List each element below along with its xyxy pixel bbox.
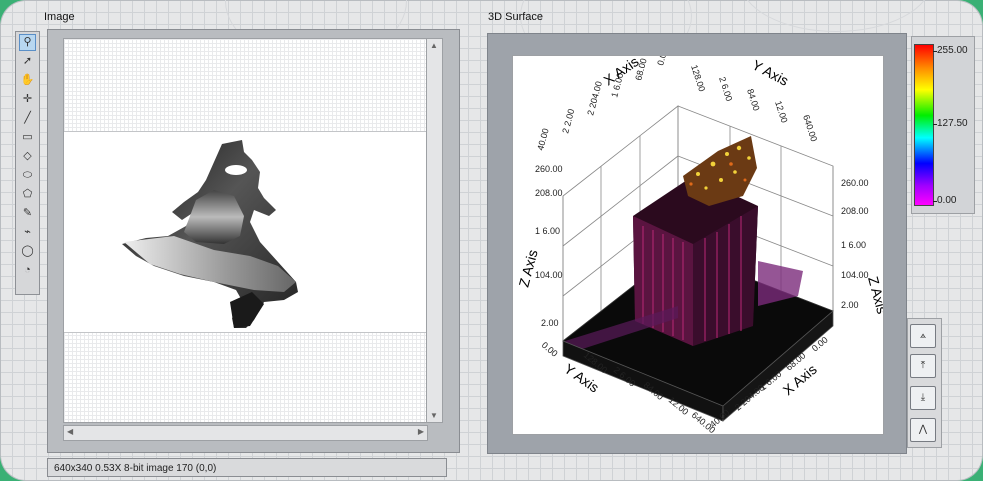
- z-axis-tick-label: 260.00: [535, 164, 563, 174]
- image-status-bar: 640x340 0.53X 8-bit image 170 (0,0): [47, 458, 447, 477]
- surface-data: [565, 136, 803, 354]
- tools-palette: ⚲ ➚ ✋ ✛ ╱ ▭ ◇ ⬭ ⬠ ✎ ⌁ ◯ ◔: [15, 31, 40, 295]
- z-axis-tick-label: 208.00: [535, 188, 563, 198]
- scroll-down-arrow-icon[interactable]: ▼: [430, 411, 438, 420]
- z-axis-tick-label: 2.00: [541, 318, 559, 328]
- x-axis-tick-label: 2 204.00: [585, 80, 604, 116]
- y-axis-tick-label: 128.00: [689, 64, 707, 93]
- z-axis-tick-label: 208.00: [841, 206, 869, 216]
- surface-plot-area[interactable]: X Axis Y Axis Z Axis Z Axis Y Axis X Axi…: [512, 55, 884, 435]
- line-icon[interactable]: ╱: [24, 112, 31, 124]
- surface-plot-svg: X Axis Y Axis Z Axis Z Axis Y Axis X Axi…: [515, 56, 883, 434]
- pointer-icon[interactable]: ➚: [22, 55, 33, 67]
- x-axis-tick-label: 2 2.00: [560, 108, 576, 135]
- z-axis-title-left: Z Axis: [515, 248, 540, 289]
- point-icon[interactable]: ✛: [22, 93, 33, 105]
- scroll-up-arrow-icon[interactable]: ▲: [430, 41, 438, 50]
- y-axis-tick-label: 0.00: [540, 340, 560, 359]
- y-axis-title-top: Y Axis: [750, 57, 792, 89]
- image-display-label: Image: [44, 11, 75, 23]
- image-display-canvas[interactable]: [63, 38, 428, 423]
- y-axis-tick-label: 2 6.00: [717, 76, 734, 103]
- color-ramp-mid: 127.50: [933, 118, 968, 129]
- image-content: [64, 131, 427, 333]
- broken-line-icon[interactable]: ⌁: [24, 226, 31, 238]
- view-xy-plane-icon[interactable]: ⤒: [910, 354, 936, 378]
- color-ramp-bar: [914, 44, 934, 206]
- rectangle-icon[interactable]: ▭: [22, 131, 33, 143]
- pan-hand-icon[interactable]: ✋: [20, 74, 35, 86]
- z-axis-tick-label: 104.00: [535, 270, 563, 280]
- vertical-scrollbar[interactable]: ▲ ▼: [426, 38, 443, 423]
- spoke-icon[interactable]: ◔: [24, 264, 31, 276]
- rotated-rectangle-icon[interactable]: ◇: [23, 150, 32, 162]
- view-xz-plane-icon[interactable]: ⤓: [910, 386, 936, 410]
- scroll-left-arrow-icon[interactable]: ◀: [67, 427, 74, 436]
- view-default-icon[interactable]: ⟑: [910, 324, 936, 348]
- z-axis-tick-label: 1 6.00: [535, 226, 560, 236]
- annulus-icon[interactable]: ◯: [21, 245, 34, 257]
- z-axis-tick-label: 1 6.00: [841, 240, 866, 250]
- surface-graph-label: 3D Surface: [488, 11, 544, 23]
- horizontal-scrollbar[interactable]: ◀ ▶: [63, 425, 428, 441]
- z-axis-title-right: Z Axis: [865, 275, 883, 316]
- x-axis-tick-label: 40.00: [535, 127, 550, 151]
- z-axis-tick-label: 104.00: [841, 270, 869, 280]
- scroll-right-arrow-icon[interactable]: ▶: [417, 427, 424, 436]
- grayscale-image: [122, 140, 298, 328]
- y-axis-tick-label: 84.00: [745, 88, 761, 113]
- color-ramp-max: 255.00: [933, 45, 968, 56]
- y-axis-tick-label: 640.00: [801, 114, 819, 143]
- z-axis-tick-label: 2.00: [841, 300, 859, 310]
- polygon-icon[interactable]: ⬠: [22, 188, 33, 200]
- zoom-icon[interactable]: ⚲: [19, 34, 36, 51]
- oval-icon[interactable]: ⬭: [22, 169, 33, 181]
- view-yz-plane-icon[interactable]: ⋀: [910, 418, 936, 442]
- y-axis-tick-label: 12.00: [773, 100, 789, 125]
- x-axis-tick-label: 0.00: [655, 56, 669, 67]
- freehand-icon[interactable]: ✎: [22, 207, 33, 219]
- z-axis-tick-label: 260.00: [841, 178, 869, 188]
- color-ramp-min: 0.00: [932, 195, 957, 206]
